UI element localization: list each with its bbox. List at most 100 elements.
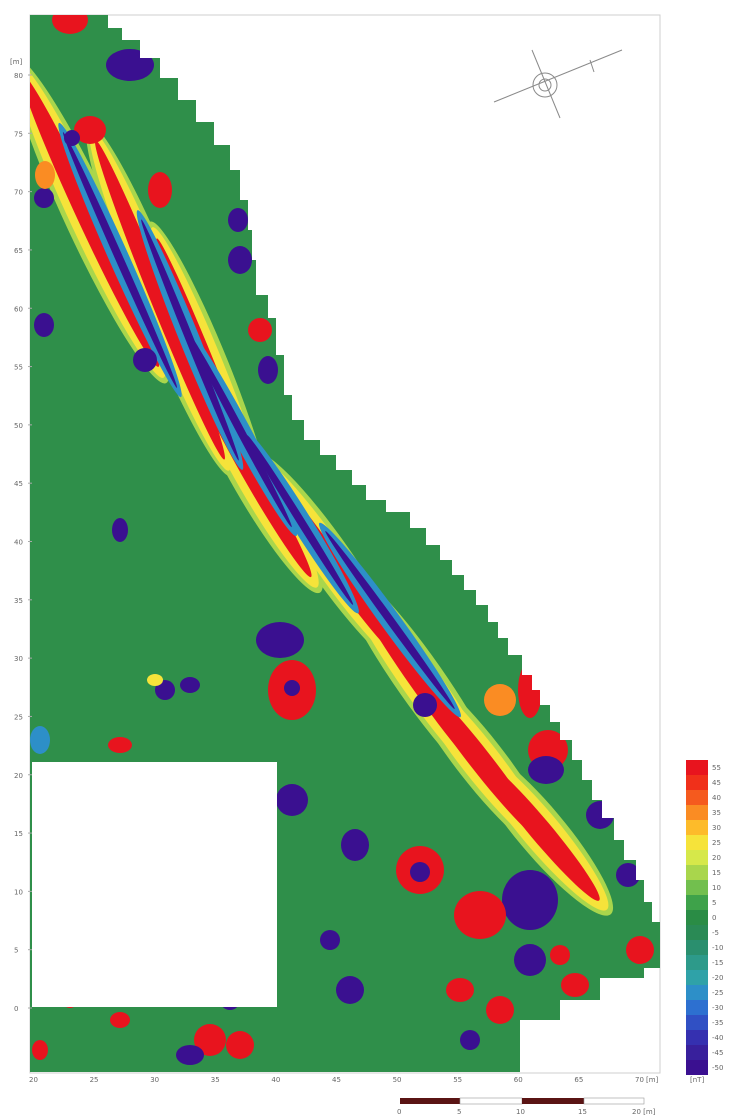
anomaly-negative: [62, 132, 178, 388]
scale-segment-3: [522, 1098, 584, 1104]
scale-segment-2: [459, 1097, 523, 1105]
legend-value: -5: [712, 929, 719, 937]
y-tick-label: 50: [14, 422, 23, 430]
legend-swatch: [686, 790, 708, 805]
anomaly-positive: [486, 996, 514, 1024]
y-tick-label: 25: [14, 713, 23, 721]
x-tick-label: 55: [453, 1076, 462, 1084]
anomaly-negative: [30, 726, 50, 754]
legend-value: -15: [712, 959, 723, 967]
x-tick-label: 20: [29, 1076, 38, 1084]
y-tick-label: 40: [14, 539, 23, 547]
legend-swatch: [686, 805, 708, 820]
anomaly-positive: [35, 161, 55, 189]
anomaly-positive: [148, 172, 172, 208]
legend-swatch: [686, 850, 708, 865]
anomaly-positive: [518, 662, 542, 718]
anomaly-negative: [106, 49, 154, 81]
anomaly-positive: [484, 684, 516, 716]
legend-value: 45: [712, 779, 721, 787]
legend-swatch: [686, 1030, 708, 1045]
legend-value: 30: [712, 824, 721, 832]
anomaly-negative: [413, 693, 437, 717]
legend-swatch: [686, 775, 708, 790]
legend-swatch: [686, 970, 708, 985]
anomaly-negative: [256, 622, 304, 658]
y-tick-label: 70: [14, 189, 23, 197]
anomaly-negative: [502, 870, 558, 930]
anomaly-negative: [34, 188, 54, 208]
legend-value: 25: [712, 839, 721, 847]
x-axis-unit: [m]: [646, 1076, 659, 1084]
anomaly-negative: [320, 930, 340, 950]
y-tick-label: 15: [14, 830, 23, 838]
legend-value: 10: [712, 884, 721, 892]
legend-swatch: [686, 1045, 708, 1060]
scale-label-15: 15: [578, 1108, 587, 1116]
anomaly-negative: [155, 680, 175, 700]
anomaly-positive: [480, 759, 600, 901]
anomaly-layer: [30, 15, 654, 1065]
anomaly-positive: [550, 945, 570, 965]
scale-label-5: 5: [457, 1108, 461, 1116]
y-tick-label: 55: [14, 364, 23, 372]
x-tick-label: 60: [514, 1076, 523, 1084]
anomaly-negative: [141, 219, 239, 461]
legend-value: -45: [712, 1049, 723, 1057]
legend-value: 5: [712, 899, 716, 907]
legend-swatch: [686, 760, 708, 775]
anomaly-positive: [52, 15, 88, 34]
anomaly-negative: [258, 356, 278, 384]
anomaly-positive: [561, 973, 589, 997]
anomaly-positive: [74, 116, 106, 144]
legend-swatch: [686, 865, 708, 880]
legend-value: -40: [712, 1034, 723, 1042]
anomaly-negative: [112, 518, 128, 542]
legend-swatch: [686, 910, 708, 925]
anomaly-negative: [341, 829, 369, 861]
x-tick-label: 50: [393, 1076, 402, 1084]
legend-swatch: [686, 1060, 708, 1075]
anomaly-positive: [248, 318, 272, 342]
anomaly-positive: [454, 891, 506, 939]
legend-value: -50: [712, 1064, 723, 1072]
anomaly-negative: [64, 130, 80, 146]
y-tick-label: 80: [14, 72, 23, 80]
legend-value: -20: [712, 974, 723, 982]
y-tick-label: 30: [14, 655, 23, 663]
anomaly-negative: [514, 944, 546, 976]
legend-value: 40: [712, 794, 721, 802]
y-tick-label: 5: [14, 947, 18, 955]
legend-value: -25: [712, 989, 723, 997]
legend-value: 0: [712, 914, 716, 922]
legend-swatch: [686, 955, 708, 970]
y-tick-label: 0: [14, 1005, 18, 1013]
legend-swatch: [686, 820, 708, 835]
scale-label-20: 20 [m]: [632, 1108, 656, 1116]
legend-swatch: [686, 1015, 708, 1030]
north-arrow-icon: [493, 49, 623, 119]
anomaly-negative: [228, 208, 248, 232]
anomaly-negative: [284, 680, 300, 696]
legend-swatch: [686, 880, 708, 895]
y-axis-unit: [m]: [10, 58, 23, 66]
y-tick-label: 10: [14, 888, 23, 896]
anomaly-positive: [147, 674, 163, 686]
scale-segment-4: [583, 1097, 645, 1105]
anomaly-positive: [226, 1031, 254, 1059]
legend-value: -35: [712, 1019, 723, 1027]
legend-value: 35: [712, 809, 721, 817]
legend-swatch: [686, 925, 708, 940]
x-tick-label: 70: [635, 1076, 644, 1084]
scale-bar: 0 5 10 15 20 [m]: [397, 1097, 656, 1116]
y-tick-label: 75: [14, 130, 23, 138]
legend-value: 55: [712, 764, 721, 772]
anomaly-positive: [95, 140, 225, 460]
scale-segment-1: [400, 1098, 460, 1104]
legend-value: 20: [712, 854, 721, 862]
anomaly-negative: [188, 332, 292, 528]
x-tick-label: 30: [150, 1076, 159, 1084]
color-legend: 55 45 40 35 30 25 20 15 10 5 0 -5 -10 -15 -20 -25 -30 -35…: [686, 760, 723, 1075]
legend-swatch: [686, 835, 708, 850]
